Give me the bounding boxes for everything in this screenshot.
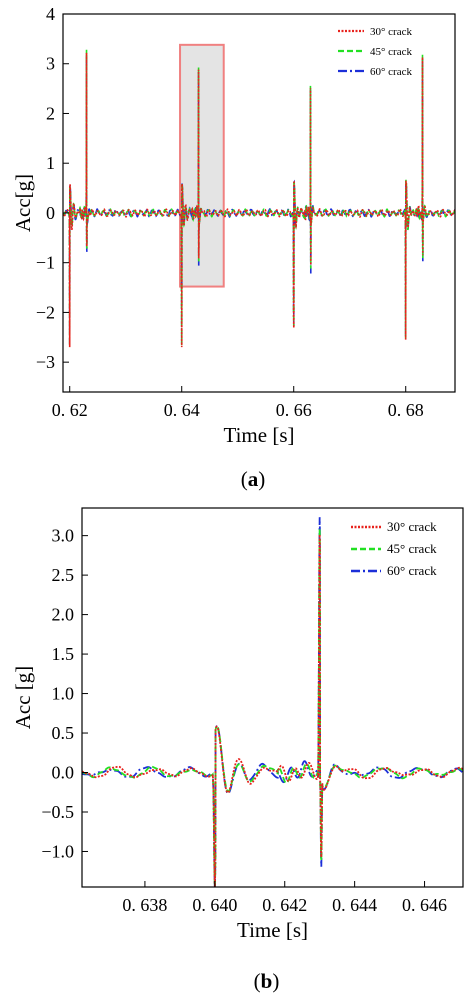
legend-a: 30° crack 45° crack 60° crack xyxy=(338,26,412,78)
y-tick-label: 3.0 xyxy=(52,526,75,546)
legend-label: 45° crack xyxy=(387,541,437,556)
x-tick-label: 0. 644 xyxy=(332,895,377,915)
y-tick-label: 2 xyxy=(46,103,55,123)
y-tick-label: 3 xyxy=(46,54,55,74)
y-tick-label: 4 xyxy=(46,4,55,24)
series-line-60-crack xyxy=(82,517,463,887)
caption-a: (a) xyxy=(241,467,266,491)
y-tick-label: 2.0 xyxy=(52,605,75,625)
y-tick-label: −1 xyxy=(36,253,55,273)
panel-b: 0. 638 0. 640 0. 642 0. 644 0. 646 −1.0 −0.5 0.… xyxy=(11,507,464,993)
x-tick-label: 0. 638 xyxy=(122,895,167,915)
y-tick-label: 0 xyxy=(46,203,55,223)
x-tick-label: 0. 642 xyxy=(262,895,307,915)
y-tick-label: −0.5 xyxy=(41,802,74,822)
legend-label: 60° crack xyxy=(387,563,437,578)
x-tick-label: 0. 62 xyxy=(52,400,88,420)
y-tick-label: 2.5 xyxy=(52,565,75,585)
y-tick-label: 0.5 xyxy=(52,723,75,743)
highlight-region xyxy=(179,43,225,288)
x-axis-label-a: Time [s] xyxy=(224,423,295,447)
series-line-30-crack xyxy=(63,52,455,348)
series-line-45-crack xyxy=(82,528,463,887)
legend-label: 30° crack xyxy=(387,519,437,534)
caption-b: (b) xyxy=(254,969,280,993)
legend-label: 60° crack xyxy=(370,66,412,78)
y-tick-label: 0.0 xyxy=(52,763,75,783)
x-tick-label: 0. 646 xyxy=(402,895,447,915)
x-tick-label: 0. 66 xyxy=(276,400,312,420)
x-axis-label-b: Time [s] xyxy=(237,918,308,942)
series-line-45-crack xyxy=(63,49,455,346)
y-tick-label: 1.0 xyxy=(52,684,75,704)
series-line-60-crack xyxy=(63,54,455,345)
series-lines-b xyxy=(82,517,463,887)
plot-frame-a xyxy=(62,13,456,393)
series-line-30-crack xyxy=(82,534,463,887)
panel-a: 0. 62 0. 64 0. 66 0. 68 −3 −2 −1 0 1 2 3 4 30° crac… xyxy=(11,4,456,491)
y-tick-label: −1.0 xyxy=(41,841,74,861)
x-tick-label: 0. 640 xyxy=(192,895,237,915)
legend-label: 45° crack xyxy=(370,46,412,58)
y-tick-label: −3 xyxy=(36,352,55,372)
series-lines-a xyxy=(63,49,455,348)
y-axis-label-b: Acc [g] xyxy=(11,666,35,730)
x-tick-label: 0. 64 xyxy=(164,400,200,420)
y-axis-label-a: Acc[g] xyxy=(11,174,35,232)
y-tick-label: −2 xyxy=(36,302,55,322)
plot-frame-b xyxy=(81,507,464,888)
x-tick-label: 0. 68 xyxy=(388,400,424,420)
legend-label: 30° crack xyxy=(370,26,412,38)
y-tick-label: 1.5 xyxy=(52,644,75,664)
y-tick-label: 1 xyxy=(46,153,55,173)
legend-b: 30° crack 45° crack 60° crack xyxy=(351,519,437,578)
